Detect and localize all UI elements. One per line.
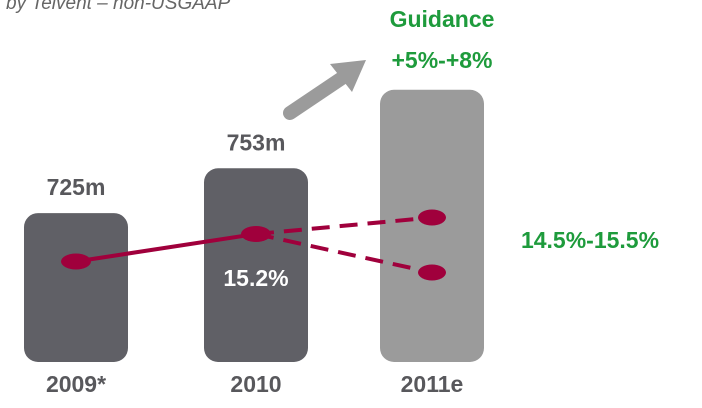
arrow-head [330, 60, 366, 92]
guidance-label: +5%-+8% [391, 47, 492, 73]
value-label: 725m [47, 174, 106, 200]
x-tick-label: 2011e [401, 371, 464, 397]
range-point [418, 209, 446, 226]
x-tick-label: 2009* [46, 371, 106, 397]
subtitle: by Telvent – non-USGAAP [6, 0, 231, 14]
x-tick-label: 2010 [230, 371, 281, 397]
range-label: 14.5%-15.5% [521, 227, 659, 253]
arrow-shaft [283, 69, 352, 120]
guidance-title: Guidance [390, 6, 495, 32]
value-label: 753m [227, 129, 286, 155]
guidance-arrow [283, 60, 366, 120]
margin-point [61, 253, 91, 270]
forecast-line [255, 232, 433, 275]
bar [380, 89, 484, 362]
forecast-line [255, 215, 433, 236]
bar [24, 213, 128, 362]
range-point [418, 264, 446, 281]
margin-line [75, 232, 257, 264]
margin-point [241, 226, 271, 242]
bar [204, 168, 308, 362]
margin-label: 15.2% [223, 265, 288, 291]
